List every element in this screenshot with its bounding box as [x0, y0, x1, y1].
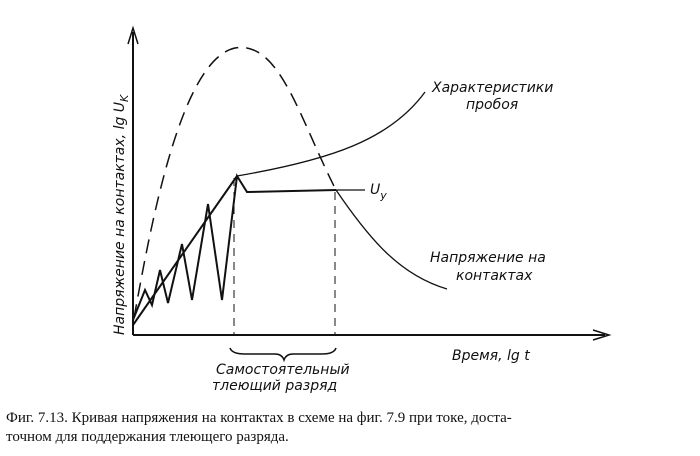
contact-label: контактах [456, 268, 533, 284]
glow-label: Самостоятельный [216, 362, 350, 378]
decay-curve [335, 189, 448, 290]
breakdown-label: Характеристики [431, 80, 553, 96]
rise-line [132, 175, 238, 326]
brace [229, 347, 337, 363]
caption: Фиг. 7.13. Кривая напряжения на контакта… [6, 410, 512, 426]
caption: точном для поддержания тлеющего разряда. [6, 429, 289, 445]
steady-label: Uу [370, 182, 387, 202]
breakdown-label: пробоя [466, 97, 518, 113]
y-axis-label: Напряжение на контактах, lg UK [112, 94, 131, 335]
x-arrow [592, 329, 612, 341]
voltage-zigzag [132, 173, 337, 321]
breakdown-dashed [133, 46, 337, 319]
x-axis-label: Время, lg t [452, 348, 530, 364]
contact-label: Напряжение на [430, 250, 546, 266]
glow-label: тлеющий разряд [212, 378, 337, 394]
breakdown-curve [236, 91, 426, 177]
y-arrow [127, 25, 139, 45]
